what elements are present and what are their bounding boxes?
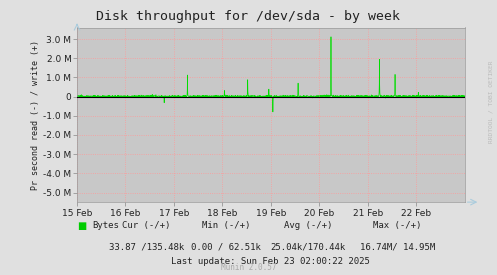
Text: 25.04k/170.44k: 25.04k/170.44k (270, 242, 346, 251)
Text: Bytes: Bytes (92, 221, 119, 230)
Text: RRDTOOL / TOBI OETIKER: RRDTOOL / TOBI OETIKER (489, 60, 494, 143)
Text: ■: ■ (77, 221, 86, 231)
Text: 0.00 / 62.51k: 0.00 / 62.51k (191, 242, 261, 251)
Text: Cur (-/+): Cur (-/+) (122, 221, 171, 230)
Text: 33.87 /135.48k: 33.87 /135.48k (109, 242, 184, 251)
Text: Max (-/+): Max (-/+) (373, 221, 422, 230)
Text: Last update: Sun Feb 23 02:00:22 2025: Last update: Sun Feb 23 02:00:22 2025 (171, 257, 370, 266)
Text: 16.74M/ 14.95M: 16.74M/ 14.95M (360, 242, 435, 251)
Text: Min (-/+): Min (-/+) (202, 221, 250, 230)
Text: Disk throughput for /dev/sda - by week: Disk throughput for /dev/sda - by week (96, 10, 401, 23)
Text: Avg (-/+): Avg (-/+) (284, 221, 332, 230)
Text: Munin 2.0.57: Munin 2.0.57 (221, 263, 276, 272)
Y-axis label: Pr second read (-) / write (+): Pr second read (-) / write (+) (31, 40, 40, 190)
